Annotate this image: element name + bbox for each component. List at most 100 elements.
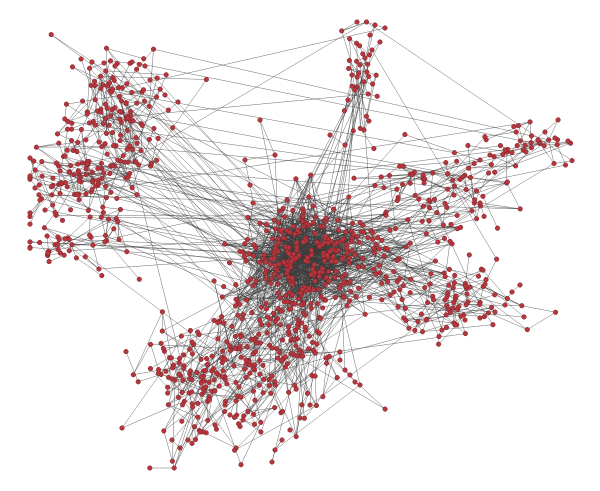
graph-edge	[454, 145, 501, 153]
graph-node	[314, 301, 320, 307]
graph-node	[451, 299, 457, 305]
graph-edge	[351, 248, 388, 252]
graph-node	[391, 269, 397, 275]
graph-edge	[115, 145, 433, 174]
graph-node	[136, 61, 142, 67]
graph-node	[327, 248, 333, 255]
graph-node	[211, 377, 217, 383]
graph-edge	[254, 360, 282, 366]
graph-node	[280, 337, 286, 343]
graph-node	[421, 180, 427, 186]
graph-node	[323, 215, 329, 221]
graph-node	[450, 285, 456, 291]
graph-node	[324, 274, 330, 280]
graph-node	[400, 283, 406, 289]
graph-edge	[482, 181, 508, 197]
graph-node	[119, 85, 125, 91]
graph-node	[336, 285, 342, 291]
graph-node	[100, 121, 106, 127]
graph-edge	[203, 316, 268, 372]
graph-edge	[66, 103, 94, 122]
graph-node	[300, 239, 306, 245]
graph-edge	[387, 248, 401, 279]
graph-node	[187, 346, 193, 352]
graph-edge	[133, 344, 151, 375]
graph-node	[176, 371, 182, 377]
graph-node	[382, 406, 388, 412]
graph-node	[203, 384, 209, 390]
graph-node	[324, 252, 330, 258]
graph-edge	[100, 85, 108, 110]
graph-node	[205, 417, 211, 423]
graph-node	[337, 349, 343, 355]
graph-node	[434, 210, 440, 216]
graph-node	[281, 214, 288, 220]
graph-node	[36, 182, 42, 188]
graph-node	[314, 341, 320, 347]
graph-node	[322, 282, 328, 288]
graph-node	[293, 240, 300, 246]
graph-node	[90, 242, 96, 248]
graph-node	[458, 313, 464, 319]
graph-edge	[369, 283, 382, 298]
graph-node	[129, 147, 135, 153]
graph-node	[233, 398, 239, 404]
graph-node	[256, 331, 262, 337]
graph-node	[309, 339, 315, 345]
graph-edge	[106, 48, 118, 64]
graph-node	[266, 376, 272, 383]
graph-node	[333, 268, 339, 274]
graph-edge	[340, 285, 346, 371]
graph-node	[357, 382, 363, 388]
graph-node	[326, 353, 332, 359]
graph-edge	[119, 96, 150, 107]
graph-node	[291, 337, 297, 343]
graph-edge	[287, 270, 338, 378]
graph-edge	[329, 134, 346, 146]
graph-edge	[260, 159, 481, 224]
graph-edge	[101, 217, 106, 236]
graph-node	[251, 421, 258, 427]
graph-node	[321, 258, 327, 264]
graph-node	[326, 268, 332, 274]
graph-node	[482, 134, 488, 140]
graph-node	[268, 256, 274, 262]
graph-node	[342, 142, 348, 148]
graph-edge	[506, 182, 521, 210]
graph-node	[552, 135, 558, 141]
graph-node	[522, 142, 528, 148]
graph-node	[163, 368, 169, 374]
graph-node	[381, 185, 387, 191]
graph-node	[141, 98, 147, 104]
graph-edge	[397, 306, 419, 322]
graph-node	[104, 151, 110, 157]
graph-node	[351, 175, 357, 181]
graph-edge	[268, 379, 297, 437]
graph-node	[147, 77, 153, 83]
graph-edge	[163, 344, 194, 349]
graph-edge	[370, 230, 391, 232]
graph-edge	[202, 431, 237, 449]
graph-node	[263, 222, 269, 228]
graph-edge	[239, 304, 278, 319]
graph-node	[426, 197, 432, 203]
graph-node	[272, 318, 278, 325]
graph-node	[242, 157, 248, 163]
graph-node	[554, 142, 560, 148]
graph-edge	[531, 135, 549, 141]
graph-edge	[293, 354, 386, 410]
graph-node	[334, 375, 340, 381]
graph-node	[402, 305, 408, 312]
graph-node	[405, 217, 411, 223]
graph-node	[362, 311, 368, 317]
graph-node	[305, 346, 312, 352]
graph-node	[98, 86, 104, 92]
graph-node	[257, 317, 263, 323]
graph-node	[360, 264, 366, 270]
graph-node	[420, 203, 426, 209]
graph-node	[301, 310, 307, 316]
graph-node	[369, 230, 376, 236]
graph-edge	[120, 140, 138, 144]
graph-node	[490, 322, 496, 328]
graph-node	[320, 394, 326, 400]
